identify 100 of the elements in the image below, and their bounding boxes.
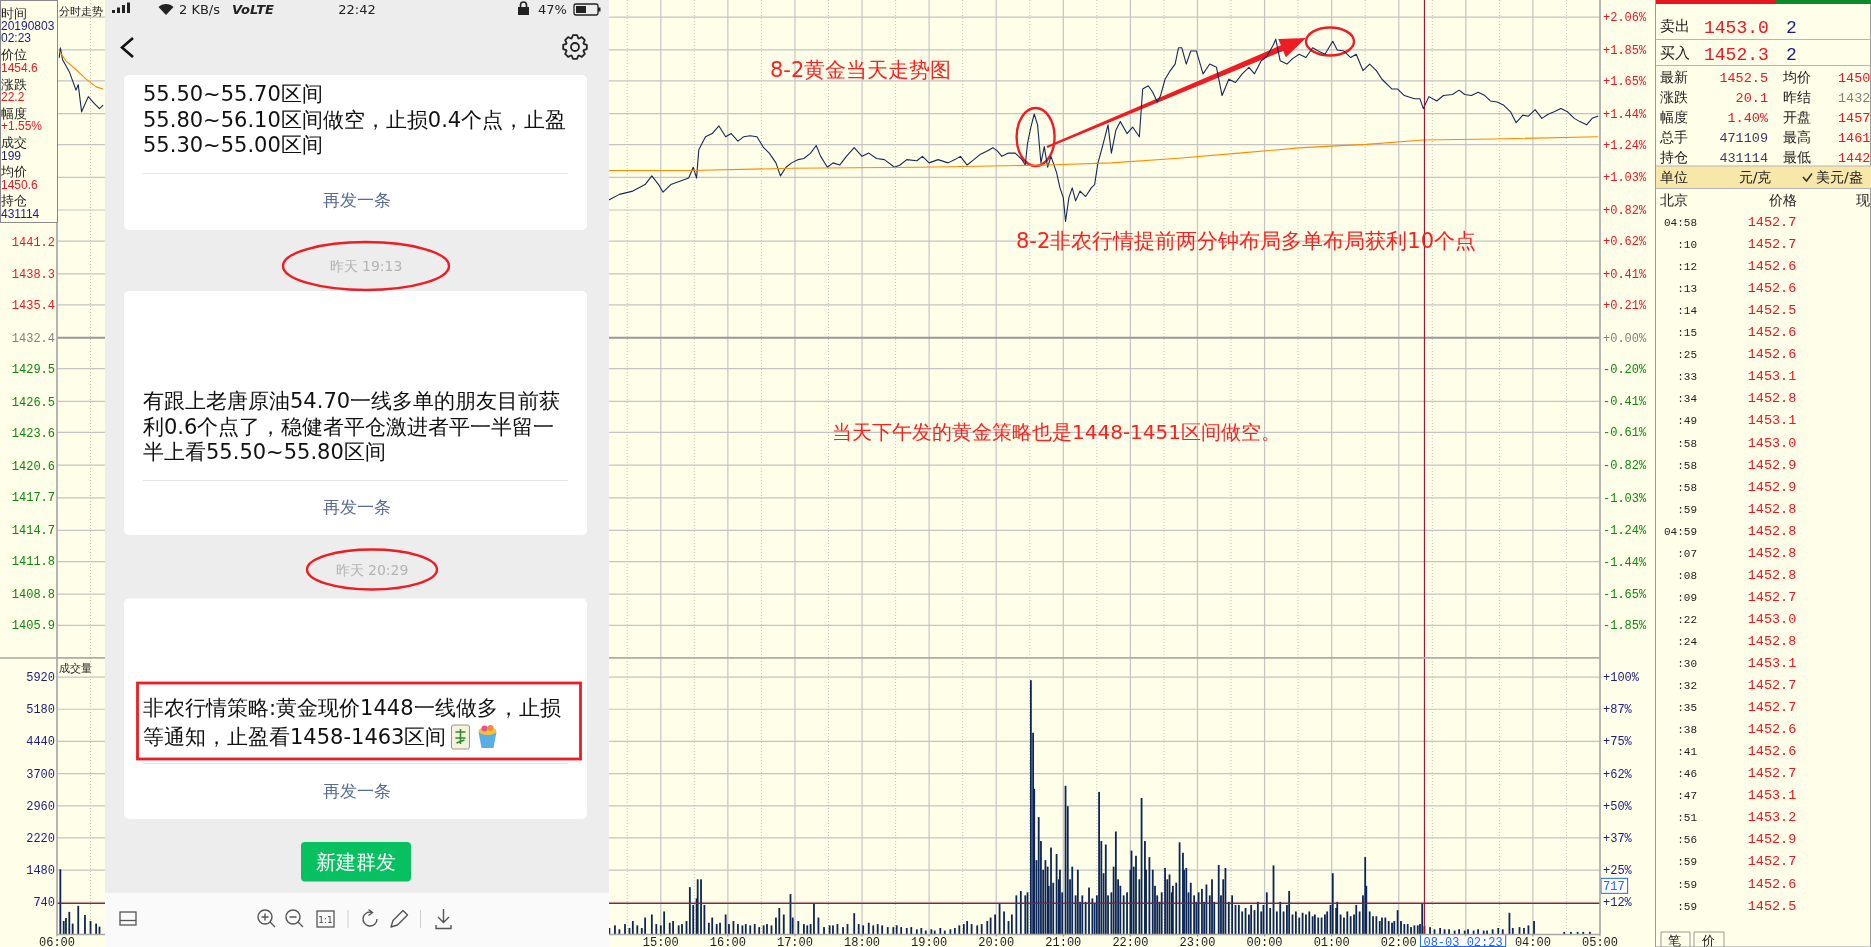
annotation: 55.50~55.70区间 bbox=[143, 82, 323, 106]
text: 总手 bbox=[1659, 129, 1688, 145]
y2-tick-label: +0.41% bbox=[1603, 267, 1648, 282]
text: 幅度 bbox=[1, 106, 27, 121]
annotation: 再发一条 bbox=[323, 497, 391, 517]
text: 1453.0 bbox=[1747, 435, 1797, 451]
chart-title: 成交量 bbox=[59, 662, 92, 675]
text: 1452.7 bbox=[1747, 237, 1797, 253]
text: :24 bbox=[1677, 635, 1698, 648]
y-tick-label: 1432.4 bbox=[11, 331, 55, 346]
text: :41 bbox=[1677, 746, 1698, 759]
text: 持仓 bbox=[1, 193, 27, 208]
y2-tick-label: +1.24% bbox=[1603, 138, 1648, 153]
y2-tick-label: +62% bbox=[1603, 767, 1633, 782]
x-tick-label: 19:00 bbox=[911, 935, 948, 947]
text: 1452.6 bbox=[1747, 876, 1797, 892]
text: 1452.6 bbox=[1747, 325, 1797, 341]
text: 最低 bbox=[1783, 149, 1811, 165]
y-tick-label: 2960 bbox=[26, 799, 55, 814]
text: 北京 bbox=[1660, 192, 1688, 208]
x-tick-label: 02:00 bbox=[1380, 935, 1417, 947]
text: :34 bbox=[1677, 393, 1698, 406]
ref-line-label: 08-03 02:23 bbox=[1423, 935, 1503, 947]
text: 20.1 bbox=[1735, 91, 1768, 106]
text: 1457 bbox=[1838, 111, 1871, 126]
text: 04:58 bbox=[1663, 217, 1697, 229]
text: :59 bbox=[1677, 856, 1697, 869]
text: :58 bbox=[1677, 437, 1697, 450]
y2-tick-label: +0.82% bbox=[1603, 204, 1648, 218]
text: :56 bbox=[1677, 834, 1697, 847]
annotation: 昨天 20:29 bbox=[335, 562, 409, 578]
x-tick-label: 18:00 bbox=[844, 935, 881, 947]
y-tick-label: 1417.7 bbox=[11, 491, 55, 506]
x-tick-label: 21:00 bbox=[1045, 935, 1082, 947]
text: 1452.6 bbox=[1747, 259, 1797, 275]
y-tick-label: 1426.5 bbox=[11, 395, 55, 410]
text: :35 bbox=[1677, 702, 1697, 715]
annotation: 半上看55.50~55.80区间 bbox=[143, 440, 386, 464]
text: 1452.8 bbox=[1747, 501, 1797, 517]
text: :13 bbox=[1677, 283, 1697, 296]
annotation: 1:1 bbox=[318, 915, 333, 925]
y2-tick-label: +1.65% bbox=[1603, 74, 1648, 89]
y2-tick-label: +100% bbox=[1603, 671, 1640, 686]
text: 1452.7 bbox=[1747, 854, 1797, 870]
text: 1.40% bbox=[1727, 111, 1769, 126]
text: :08 bbox=[1677, 569, 1697, 582]
y2-tick-label: -0.82% bbox=[1603, 459, 1648, 474]
text: :58 bbox=[1677, 459, 1697, 472]
y2-tick-label: +87% bbox=[1603, 703, 1633, 718]
text: 1450.6 bbox=[1, 178, 39, 192]
text: 1452.5 bbox=[1747, 898, 1797, 914]
text: :47 bbox=[1677, 790, 1697, 803]
text: :07 bbox=[1677, 547, 1697, 560]
y-tick-label: 4440 bbox=[26, 735, 55, 750]
text: 1452.8 bbox=[1747, 567, 1797, 583]
text: :30 bbox=[1677, 658, 1697, 670]
annotation: 非农行情策略:黄金现价1448一线做多，止损 bbox=[143, 696, 561, 720]
y-tick-label: 1414.7 bbox=[11, 523, 55, 538]
text: 分时走势 bbox=[59, 5, 103, 18]
text: 20190803 bbox=[1, 19, 55, 33]
y-tick-label: 1420.6 bbox=[11, 459, 55, 474]
x-tick-label: 23:00 bbox=[1179, 935, 1216, 947]
y2-tick-label: -0.61% bbox=[1603, 426, 1648, 441]
text: 1452.9 bbox=[1747, 479, 1797, 495]
y-tick-label: 1408.8 bbox=[11, 587, 55, 602]
text: 1452.8 bbox=[1747, 545, 1797, 561]
x-tick-label: 00:00 bbox=[1246, 935, 1283, 947]
text: 1461 bbox=[1838, 131, 1871, 146]
text: :14 bbox=[1677, 305, 1698, 318]
text: 均价 bbox=[1782, 69, 1811, 85]
text: 幅度 bbox=[1660, 109, 1688, 125]
text: 1452.7 bbox=[1747, 589, 1797, 605]
text: 1452.8 bbox=[1747, 523, 1797, 539]
y-tick-label: 5920 bbox=[26, 671, 55, 686]
text: 美元/盎 bbox=[1816, 169, 1863, 185]
annotation: 再发一条 bbox=[323, 781, 391, 801]
y2-tick-label: +75% bbox=[1603, 735, 1633, 750]
y-tick-label: 1411.8 bbox=[11, 555, 55, 570]
y-tick-label: 740 bbox=[33, 896, 55, 911]
y-tick-label: 1441.2 bbox=[11, 236, 55, 251]
text: 1452.7 bbox=[1747, 766, 1797, 782]
text: 成交 bbox=[1, 135, 27, 150]
text: 1452.7 bbox=[1747, 700, 1797, 716]
annotation: 等通知，止盈看1458-1463区间 bbox=[143, 725, 447, 749]
text: 04:59 bbox=[1663, 525, 1697, 538]
text: 价位 bbox=[0, 47, 27, 62]
text: 1432 bbox=[1838, 91, 1871, 106]
text: 均价 bbox=[0, 164, 27, 179]
text: 1453.0 bbox=[1747, 611, 1797, 627]
text: 价格 bbox=[1768, 192, 1797, 208]
y-tick-label: 1429.5 bbox=[11, 363, 55, 378]
y2-tick-label: -0.20% bbox=[1603, 362, 1648, 377]
text: 1452.7 bbox=[1747, 215, 1797, 230]
text: 431114 bbox=[1719, 151, 1768, 166]
x-tick-label: 17:00 bbox=[776, 935, 813, 947]
text: :09 bbox=[1677, 591, 1697, 604]
text: 199 bbox=[1, 149, 22, 163]
text: +1.55% bbox=[1, 119, 43, 133]
text: :38 bbox=[1677, 724, 1697, 737]
text: :12 bbox=[1677, 261, 1697, 274]
